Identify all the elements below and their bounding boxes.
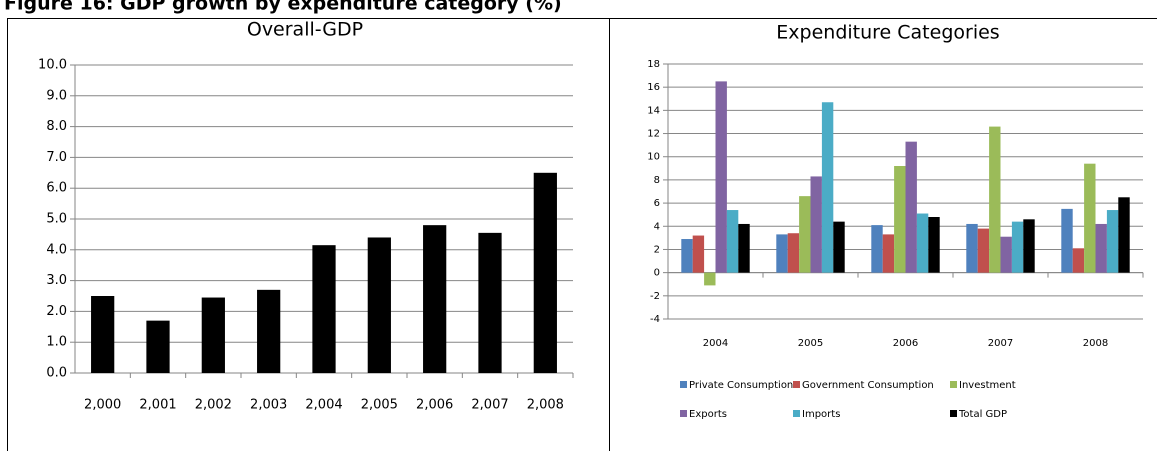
chart-title: Overall-GDP xyxy=(247,19,363,41)
y-tick-label: 4.0 xyxy=(46,242,67,257)
legend-label: Imports xyxy=(802,409,840,420)
y-tick-label: 8.0 xyxy=(46,119,67,134)
bar xyxy=(478,232,502,373)
bar xyxy=(1106,210,1119,273)
y-tick-label: 12 xyxy=(647,129,660,140)
y-tick-label: 18 xyxy=(647,59,660,70)
y-tick-label: -4 xyxy=(650,314,660,325)
x-tick-label: 2008 xyxy=(1083,338,1108,349)
legend-swatch xyxy=(950,381,957,388)
bar xyxy=(894,166,906,273)
x-tick-label: 2,007 xyxy=(471,398,508,413)
legend-swatch xyxy=(793,410,800,417)
bar xyxy=(201,297,225,373)
x-tick-label: 2,004 xyxy=(305,398,342,413)
legend-swatch xyxy=(950,410,957,417)
bar xyxy=(312,245,336,373)
y-tick-label: 6 xyxy=(654,198,660,209)
bar xyxy=(367,237,391,373)
x-tick-label: 2,000 xyxy=(84,398,121,413)
y-tick-label: 0 xyxy=(654,268,660,279)
y-tick-label: 6.0 xyxy=(46,181,67,196)
bar xyxy=(928,217,940,273)
x-tick-label: 2005 xyxy=(798,338,823,349)
y-tick-label: 0.0 xyxy=(46,366,67,381)
legend-swatch xyxy=(793,381,800,388)
y-tick-label: 10.0 xyxy=(38,58,67,73)
figure-title: Figure 16: GDP growth by expenditure cat… xyxy=(4,0,562,15)
x-tick-label: 2004 xyxy=(703,338,728,349)
bar xyxy=(91,296,115,373)
legend-label: Government Consumption xyxy=(802,380,934,391)
legend-label: Exports xyxy=(689,409,727,420)
bar xyxy=(905,141,917,273)
x-tick-label: 2,003 xyxy=(250,398,287,413)
y-tick-label: 2.0 xyxy=(46,304,67,319)
x-tick-label: 2,006 xyxy=(416,398,453,413)
x-tick-label: 2,005 xyxy=(361,398,398,413)
bar xyxy=(1095,223,1107,273)
legend-label: Investment xyxy=(959,380,1016,391)
x-tick-label: 2,001 xyxy=(139,398,176,413)
legend-label: Total GDP xyxy=(958,409,1007,420)
x-tick-label: 2,008 xyxy=(527,398,564,413)
bar xyxy=(977,228,990,273)
bar xyxy=(799,196,811,273)
bar xyxy=(1061,208,1073,273)
bar xyxy=(1118,197,1130,273)
bar xyxy=(966,223,978,273)
x-tick-label: 2,002 xyxy=(195,398,232,413)
y-tick-label: 9.0 xyxy=(46,88,67,103)
y-tick-label: 16 xyxy=(647,82,660,93)
chart-title: Expenditure Categories xyxy=(776,22,999,44)
bar xyxy=(1084,163,1096,273)
bar xyxy=(776,234,788,273)
y-tick-label: 4 xyxy=(654,221,660,232)
bar xyxy=(989,126,1001,273)
bar xyxy=(726,210,739,273)
bar xyxy=(146,320,170,373)
bar xyxy=(533,172,557,373)
bar xyxy=(1072,248,1085,273)
legend-swatch xyxy=(680,410,687,417)
bar xyxy=(821,102,834,273)
y-tick-label: 14 xyxy=(647,105,660,116)
y-tick-label: -2 xyxy=(650,291,660,302)
bar xyxy=(916,213,929,273)
y-tick-label: 10 xyxy=(647,152,660,163)
x-tick-label: 2007 xyxy=(988,338,1013,349)
bar xyxy=(810,176,822,273)
bar xyxy=(787,233,800,273)
y-tick-label: 5.0 xyxy=(46,212,67,227)
bar xyxy=(715,81,727,273)
bar xyxy=(871,225,883,273)
bar xyxy=(692,235,705,273)
figure-frame xyxy=(7,18,1157,451)
bar xyxy=(833,221,845,273)
legend-swatch xyxy=(680,381,687,388)
legend-label: Private Consumption xyxy=(689,380,793,391)
bar xyxy=(704,272,716,286)
bar xyxy=(738,223,750,273)
bar xyxy=(1000,236,1012,273)
y-tick-label: 2 xyxy=(654,244,660,255)
bar xyxy=(423,225,447,373)
y-tick-label: 3.0 xyxy=(46,273,67,288)
bar xyxy=(1011,221,1024,273)
y-tick-label: 7.0 xyxy=(46,150,67,165)
y-tick-label: 8 xyxy=(654,175,660,186)
bar xyxy=(882,234,895,273)
bar xyxy=(681,239,693,273)
x-tick-label: 2006 xyxy=(893,338,918,349)
bar xyxy=(1023,219,1035,273)
y-tick-label: 1.0 xyxy=(46,335,67,350)
bar xyxy=(257,289,281,373)
